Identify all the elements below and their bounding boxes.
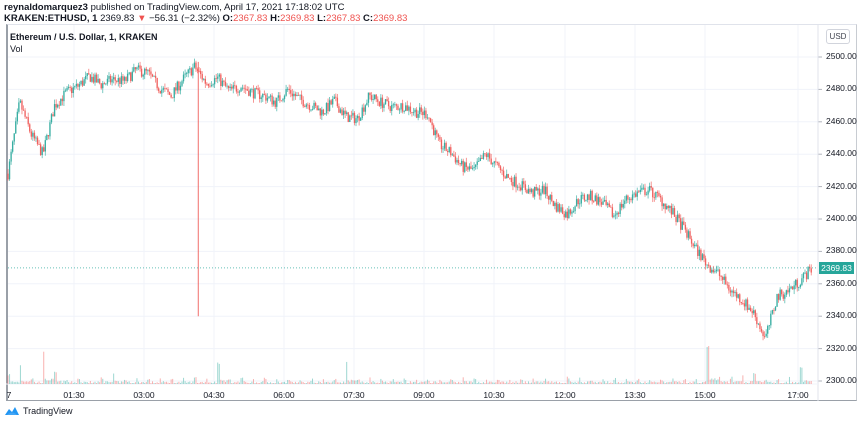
price-axis-label: 2500.00: [826, 51, 857, 61]
low-value: 2367.83: [326, 13, 361, 24]
currency-badge[interactable]: USD: [826, 29, 850, 44]
open-value: 2367.83: [233, 13, 268, 24]
time-axis-label: 10:30: [483, 390, 505, 400]
time-axis-label: 12:00: [554, 390, 576, 400]
chart-frame[interactable]: [6, 24, 857, 401]
down-arrow-icon: ▼: [137, 13, 147, 24]
price-axis-label: 2300.00: [826, 375, 857, 385]
time-axis-label: 07:30: [343, 390, 365, 400]
time-axis-label: 09:00: [413, 390, 435, 400]
time-axis-label: 15:00: [694, 390, 716, 400]
chart-legend-title[interactable]: Ethereum / U.S. Dollar, 1, KRAKEN: [10, 32, 158, 42]
price-axis-label: 2320.00: [826, 342, 857, 353]
open-label: O:: [222, 13, 234, 24]
tradingview-logo[interactable]: TradingView: [4, 406, 73, 416]
price-axis-label: 2480.00: [826, 83, 857, 94]
author-name[interactable]: reynaldomarquez3: [4, 2, 88, 13]
time-axis-label: 04:30: [203, 390, 225, 400]
price-axis-label: 2440.00: [826, 148, 857, 159]
time-axis-label: 7: [6, 390, 12, 400]
price-axis-label: 2400.00: [826, 213, 857, 223]
last-price: 2369.83: [100, 13, 135, 24]
price-axis-label: 2340.00: [826, 310, 857, 321]
time-axis-label: 03:00: [133, 390, 155, 400]
current-price-tag: 2369.83: [819, 262, 854, 274]
time-axis-label: 17:00: [787, 390, 809, 400]
symbol: KRAKEN:ETHUSD, 1: [4, 13, 98, 24]
high-value: 2369.83: [280, 13, 315, 24]
publish-info: reynaldomarquez3 published on TradingVie…: [4, 2, 344, 13]
tradingview-logo-text: TradingView: [23, 406, 73, 416]
close-value: 2369.83: [373, 13, 408, 24]
price-axis-label: 2360.00: [826, 277, 857, 288]
price-axis-label: 2420.00: [826, 180, 857, 191]
close-label: C:: [363, 13, 374, 24]
price-axis-label: 2460.00: [826, 115, 857, 126]
low-label: L:: [317, 13, 327, 24]
price-change: −56.31 (−2.32%): [149, 13, 220, 24]
price-axis-label: 2380.00: [826, 245, 857, 256]
published-text: published on TradingView.com, April 17, …: [90, 2, 345, 13]
time-axis-label: 13:30: [624, 390, 646, 400]
time-axis-label: 06:00: [273, 390, 295, 400]
time-axis-label: 01:30: [63, 390, 85, 400]
volume-legend[interactable]: Vol: [10, 44, 23, 54]
symbol-info: KRAKEN:ETHUSD, 1 2369.83 ▼ −56.31 (−2.32…: [4, 13, 407, 24]
tradingview-cloud-icon: [5, 407, 19, 415]
high-label: H:: [270, 13, 281, 24]
